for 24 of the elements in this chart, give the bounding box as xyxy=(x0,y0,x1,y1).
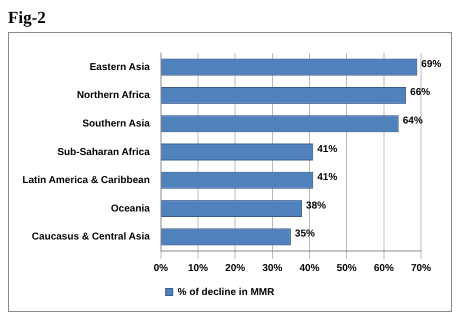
y-tick-label: Northern Africa xyxy=(76,90,150,102)
data-label: 41% xyxy=(317,144,338,155)
y-tick-label: Sub-Saharan Africa xyxy=(57,146,150,158)
y-tick-label: Eastern Asia xyxy=(90,62,150,73)
data-label: 35% xyxy=(294,228,316,240)
chart-title: Fig-2 xyxy=(8,8,47,29)
x-tick-label: 0% xyxy=(154,262,168,274)
y-tick-label: Latin America & Caribbean xyxy=(22,175,150,186)
y-tick-label: Oceania xyxy=(110,203,150,214)
data-label: 64% xyxy=(402,115,423,126)
x-tick-label: 20% xyxy=(225,262,246,274)
data-label: 69% xyxy=(421,58,442,70)
x-tick-label: 70% xyxy=(410,262,432,274)
x-tick-label: 30% xyxy=(262,262,282,274)
x-tick-label: 50% xyxy=(336,262,357,274)
x-tick-label: 60% xyxy=(374,262,394,274)
y-tick-label: Southern Asia xyxy=(82,118,150,130)
data-label: 66% xyxy=(410,87,430,98)
data-label: 41% xyxy=(317,172,338,184)
legend-label: % of decline in MMR xyxy=(178,286,276,298)
x-tick-label: 40% xyxy=(299,262,320,274)
x-tick-label: 10% xyxy=(188,262,208,274)
y-tick-label: Caucasus & Central Asia xyxy=(32,232,150,243)
data-label: 38% xyxy=(306,200,326,212)
